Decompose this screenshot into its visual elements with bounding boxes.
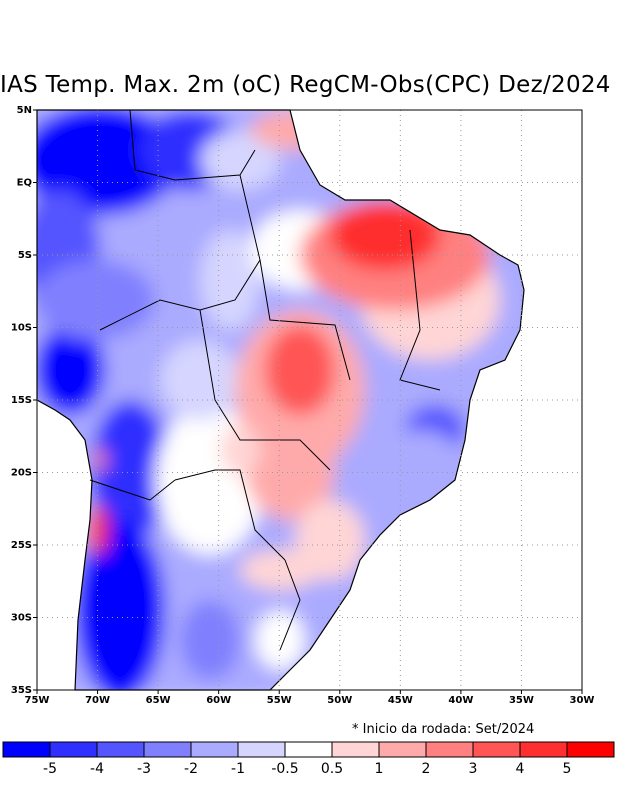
colorbar-swatch — [472, 741, 521, 758]
x-tick-label: 35W — [509, 695, 534, 706]
y-tick-label: 10S — [11, 323, 32, 334]
colorbar-swatch — [237, 741, 286, 758]
colorbar-swatch — [284, 741, 333, 758]
run-start-note: * Inicio da rodada: Set/2024 — [352, 722, 535, 737]
colorbar-label: -4 — [90, 761, 104, 777]
border-line — [279, 559, 301, 651]
border-line — [199, 309, 331, 471]
x-tick-label: 70W — [85, 695, 110, 706]
anomaly-contour — [37, 110, 180, 215]
gridlines — [37, 110, 582, 690]
y-tick-label: 5S — [18, 250, 32, 261]
anomaly-contour — [75, 520, 165, 690]
anomaly-contour — [380, 430, 460, 490]
border-line — [174, 469, 286, 561]
y-tick-label: EQ — [17, 178, 32, 189]
y-tick-label: 25S — [11, 540, 32, 551]
anomaly-contour — [160, 340, 240, 420]
colorbar-swatch — [566, 741, 615, 758]
anomaly-contour — [240, 550, 320, 590]
colorbar-label: -1 — [231, 761, 245, 777]
colorbar-swatch — [49, 741, 98, 758]
anomaly-contour — [330, 200, 440, 270]
y-tick-label: 5N — [17, 105, 32, 116]
anomaly-contour — [220, 425, 260, 475]
colorbar-label: 0.5 — [321, 761, 343, 777]
anomaly-contour — [94, 448, 106, 472]
x-tick-label: 30W — [570, 695, 595, 706]
x-tick-label: 45W — [388, 695, 413, 706]
colorbar-label: 1 — [375, 761, 384, 777]
x-tick-label: 40W — [448, 695, 473, 706]
y-axis: 5N EQ 5S 10S 15S 20S 25S 30S 35S — [11, 105, 37, 696]
anomaly-contour — [265, 325, 335, 415]
anomaly-contour — [37, 325, 105, 415]
colorbar: -5 -4 -3 -2 -1 -0.5 0.5 1 2 3 4 5 — [2, 741, 615, 777]
x-tick-label: 50W — [327, 695, 352, 706]
colorbar-label: 5 — [563, 761, 572, 777]
coastline — [36, 109, 525, 691]
colorbar-swatch — [2, 741, 51, 758]
anomaly-contour — [180, 600, 240, 680]
map-title: IAS Temp. Max. 2m (oC) RegCM-Obs(CPC) De… — [0, 72, 611, 98]
country-borders — [89, 109, 441, 651]
colorbar-swatch — [519, 741, 568, 758]
colorbar-label: -5 — [43, 761, 57, 777]
border-line — [259, 259, 351, 381]
colorbar-swatch — [425, 741, 474, 758]
colorbar-swatch — [190, 741, 239, 758]
anomaly-contour — [200, 230, 260, 330]
anomaly-contour — [200, 130, 280, 190]
x-axis: 75W 70W 65W 60W 55W 50W 45W 40W 35W 30W — [25, 690, 595, 706]
colorbar-label: -3 — [137, 761, 151, 777]
colorbar-swatch — [96, 741, 145, 758]
anomaly-contour — [255, 610, 305, 670]
anomaly-contour — [245, 420, 335, 520]
y-tick-label: 20S — [11, 468, 32, 479]
border-line — [89, 479, 176, 501]
colorbar-swatch — [143, 741, 192, 758]
colorbar-label: 2 — [422, 761, 431, 777]
anomaly-field — [37, 110, 524, 690]
border-line — [399, 229, 441, 391]
anomaly-contour — [250, 110, 350, 150]
anomaly-contour — [37, 260, 155, 340]
colorbar-label: 3 — [469, 761, 478, 777]
y-tick-label: 30S — [11, 613, 32, 624]
border-line — [99, 174, 261, 331]
x-tick-label: 60W — [206, 695, 231, 706]
x-tick-label: 75W — [25, 695, 50, 706]
colorbar-swatch — [331, 741, 380, 758]
x-tick-label: 55W — [267, 695, 292, 706]
anomaly-contour — [90, 400, 170, 540]
y-tick-label: 15S — [11, 395, 32, 406]
border-line — [129, 109, 256, 181]
colorbar-label: -0.5 — [271, 761, 298, 777]
y-tick-label: 35S — [11, 685, 32, 696]
x-tick-label: 65W — [146, 695, 171, 706]
colorbar-label: 4 — [516, 761, 525, 777]
colorbar-swatch — [378, 741, 427, 758]
colorbar-label: -2 — [184, 761, 198, 777]
